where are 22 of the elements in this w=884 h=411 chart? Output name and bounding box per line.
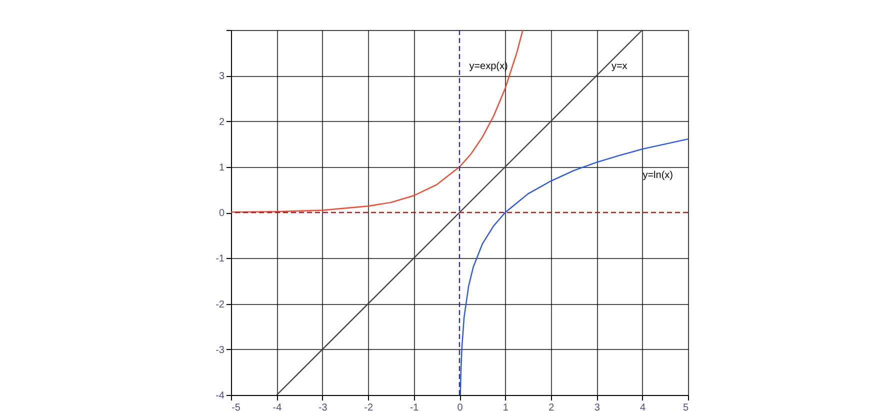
x-tick-label: 2	[548, 402, 555, 411]
series-label: y=x	[611, 61, 628, 72]
y-tick-label: -4	[216, 390, 225, 402]
x-tick-label: 4	[640, 402, 646, 411]
y-tick-label: -2	[216, 299, 225, 310]
y-tick-label: 3	[218, 71, 225, 82]
x-tick-label: 3	[594, 402, 600, 411]
x-tick-label: -1	[410, 402, 420, 411]
y-tick-label: -1	[216, 254, 225, 265]
y-tick-label: 0	[218, 208, 225, 219]
y-tick-label: 2	[218, 116, 225, 128]
x-tick-label: 1	[502, 402, 509, 411]
x-tick-label: -5	[232, 402, 241, 411]
y-tick-label: -3	[216, 344, 225, 356]
line-series	[460, 138, 689, 396]
x-tick-label: -2	[364, 402, 374, 411]
x-tick-label: 0	[457, 402, 464, 411]
x-tick-label: 5	[682, 402, 689, 411]
y-tick-label: 1	[218, 162, 225, 174]
x-tick-label: -3	[318, 402, 328, 411]
line-series	[230, 29, 524, 213]
x-tick-label: -4	[272, 402, 282, 411]
